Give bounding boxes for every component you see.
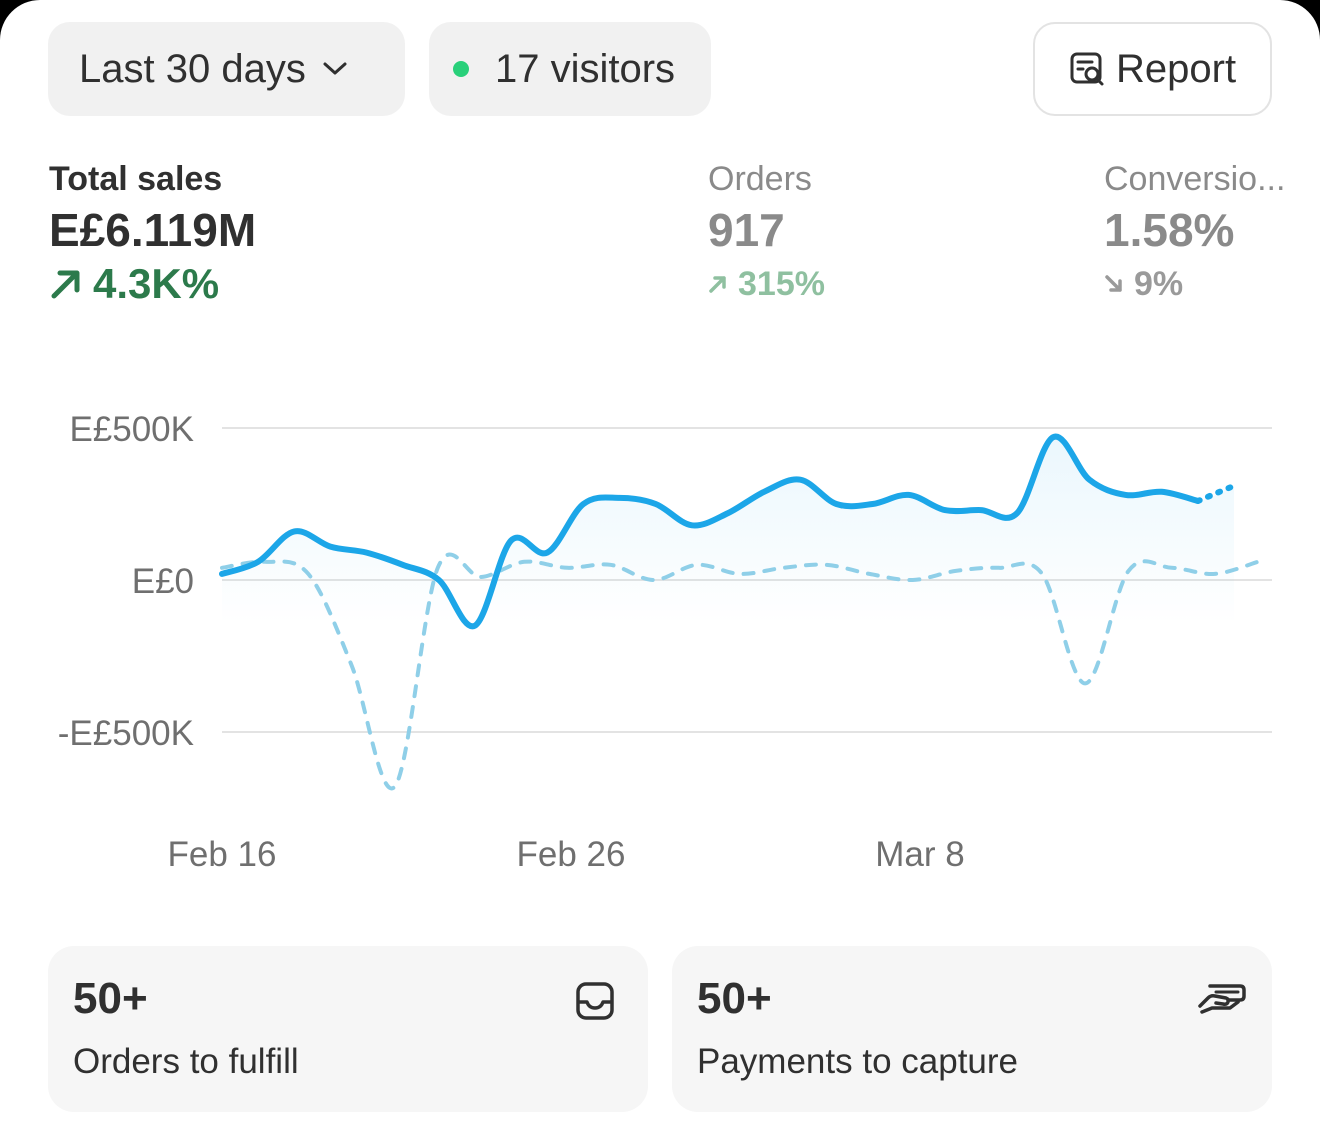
x-tick-label: Feb 16 xyxy=(168,835,277,874)
chart-area xyxy=(222,436,1234,627)
report-label: Report xyxy=(1116,46,1237,91)
total-sales-change: 4.3K% xyxy=(49,259,256,309)
orders-metric[interactable]: Orders 917 315% xyxy=(708,157,825,309)
inbox-icon xyxy=(572,978,618,1024)
orders-to-fulfill-count: 50+ xyxy=(73,974,148,1023)
x-tick-label: Mar 8 xyxy=(875,835,964,874)
date-range-selector[interactable]: Last 30 days xyxy=(48,22,405,116)
conversion-metric[interactable]: Conversio... 1.58% 9% xyxy=(1104,157,1320,309)
orders-value: 917 xyxy=(708,204,785,256)
conversion-label: Conversio... xyxy=(1104,160,1286,198)
payments-to-capture-label: Payments to capture xyxy=(697,1042,1018,1081)
orders-to-fulfill-card[interactable]: 50+ Orders to fulfill xyxy=(48,946,648,1112)
previous-period-line xyxy=(220,552,1260,791)
orders-change-value: 315% xyxy=(738,265,825,303)
total-sales-value: E£6.119M xyxy=(49,204,257,256)
live-dot-icon xyxy=(453,61,469,77)
arrow-up-right-icon xyxy=(49,267,83,301)
y-tick-label: E£0 xyxy=(132,562,194,601)
y-tick-label: -E£500K xyxy=(58,714,194,753)
chevron-down-icon xyxy=(320,54,350,84)
orders-label: Orders xyxy=(708,160,812,198)
conversion-change: 9% xyxy=(1104,259,1320,309)
x-axis: Feb 16 Feb 26 Mar 8 xyxy=(168,835,965,874)
y-tick-label: E£500K xyxy=(69,410,194,449)
chart-series xyxy=(219,433,1260,791)
total-sales-change-value: 4.3K% xyxy=(93,260,220,307)
hand-cash-icon xyxy=(1196,978,1246,1024)
report-button[interactable]: Report xyxy=(1033,22,1272,116)
orders-change: 315% xyxy=(708,259,825,309)
conversion-value: 1.58% xyxy=(1104,204,1235,256)
visitors-label: 17 visitors xyxy=(495,46,676,91)
current-period-partial-line xyxy=(1194,482,1237,504)
total-sales-label: Total sales xyxy=(49,160,223,198)
sales-line-chart[interactable]: E£500K E£0 -E£500K Feb 16 Feb 26 Mar 8 xyxy=(0,380,1320,900)
report-search-icon xyxy=(1068,49,1108,89)
live-visitors-badge[interactable]: 17 visitors xyxy=(429,22,711,116)
date-range-label: Last 30 days xyxy=(79,46,306,91)
payments-to-capture-count: 50+ xyxy=(697,974,772,1023)
conversion-change-value: 9% xyxy=(1134,265,1184,303)
current-period-area xyxy=(222,436,1234,627)
orders-to-fulfill-label: Orders to fulfill xyxy=(73,1042,299,1081)
payments-to-capture-card[interactable]: 50+ Payments to capture xyxy=(672,946,1272,1112)
current-period-line xyxy=(219,433,1201,630)
arrow-up-right-icon xyxy=(708,274,728,294)
total-sales-metric[interactable]: Total sales E£6.119M 4.3K% xyxy=(49,157,256,309)
y-axis: E£500K E£0 -E£500K xyxy=(58,410,194,753)
arrow-down-right-icon xyxy=(1104,274,1124,294)
x-tick-label: Feb 26 xyxy=(517,835,626,874)
